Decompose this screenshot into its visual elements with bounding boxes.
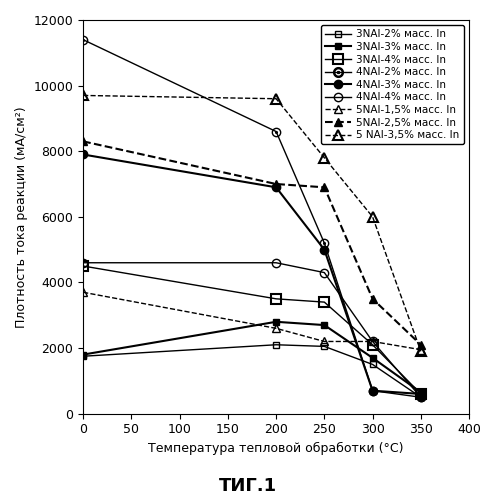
Line: 3NAI-3% масс. In: 3NAI-3% масс. In <box>80 318 424 396</box>
5 NAI-3,5% масс. In <box>418 348 424 354</box>
Line: 3NAI-2% масс. In: 3NAI-2% масс. In <box>80 342 424 400</box>
4NAI-4% масс. In <box>370 338 375 344</box>
5NAI-1,5% масс. In <box>321 338 327 344</box>
5NAI-2,5% масс. In <box>80 138 86 144</box>
X-axis label: Температура тепловой обработки (°C): Температура тепловой обработки (°C) <box>148 442 404 455</box>
3NAI-3% масс. In <box>321 322 327 328</box>
3NAI-4% масс. In <box>321 299 327 305</box>
4NAI-3% масс. In <box>418 391 424 397</box>
5 NAI-3,5% масс. In <box>273 96 279 102</box>
5NAI-2,5% масс. In <box>321 184 327 190</box>
3NAI-4% масс. In <box>418 391 424 397</box>
Line: 5 NAI-3,5% масс. In: 5 NAI-3,5% масс. In <box>78 90 426 356</box>
3NAI-2% масс. In <box>321 344 327 349</box>
4NAI-4% масс. In <box>80 260 86 266</box>
4NAI-4% масс. In <box>273 260 279 266</box>
5NAI-2,5% масс. In <box>418 342 424 348</box>
3NAI-2% масс. In <box>273 342 279 348</box>
Y-axis label: Плотность тока реакции (мА/см²): Плотность тока реакции (мА/см²) <box>15 106 28 328</box>
4NAI-3% масс. In <box>80 152 86 158</box>
3NAI-4% масс. In <box>80 263 86 269</box>
3NAI-2% масс. In <box>418 394 424 400</box>
Line: 3NAI-4% масс. In: 3NAI-4% масс. In <box>78 261 426 399</box>
5NAI-1,5% масс. In <box>273 326 279 332</box>
4NAI-3% масс. In <box>370 388 375 394</box>
Legend: 3NAI-2% масс. In, 3NAI-3% масс. In, 3NAI-4% масс. In, 4NAI-2% масс. In, 4NAI-3% : 3NAI-2% масс. In, 3NAI-3% масс. In, 3NAI… <box>321 25 464 144</box>
Line: 4NAI-4% масс. In: 4NAI-4% масс. In <box>79 258 425 402</box>
5NAI-1,5% масс. In <box>370 338 375 344</box>
3NAI-4% масс. In <box>273 296 279 302</box>
5NAI-2,5% масс. In <box>370 296 375 302</box>
3NAI-3% масс. In <box>80 352 86 358</box>
Line: 5NAI-1,5% масс. In: 5NAI-1,5% масс. In <box>79 288 425 354</box>
5 NAI-3,5% масс. In <box>80 92 86 98</box>
Text: ΤИГ.1: ΤИГ.1 <box>219 477 277 495</box>
5 NAI-3,5% масс. In <box>321 155 327 161</box>
4NAI-4% масс. In <box>321 270 327 276</box>
5 NAI-3,5% масс. In <box>370 214 375 220</box>
3NAI-4% масс. In <box>370 342 375 348</box>
4NAI-4% масс. In <box>418 394 424 400</box>
5NAI-1,5% масс. In <box>80 290 86 296</box>
5NAI-1,5% масс. In <box>418 346 424 352</box>
3NAI-3% масс. In <box>418 390 424 396</box>
4NAI-3% масс. In <box>321 246 327 252</box>
5NAI-2,5% масс. In <box>273 181 279 187</box>
Line: 5NAI-2,5% масс. In: 5NAI-2,5% масс. In <box>79 137 425 349</box>
4NAI-3% масс. In <box>273 184 279 190</box>
3NAI-2% масс. In <box>80 353 86 359</box>
3NAI-3% масс. In <box>370 355 375 361</box>
Line: 4NAI-3% масс. In: 4NAI-3% масс. In <box>79 150 425 398</box>
3NAI-2% масс. In <box>370 362 375 368</box>
3NAI-3% масс. In <box>273 319 279 325</box>
